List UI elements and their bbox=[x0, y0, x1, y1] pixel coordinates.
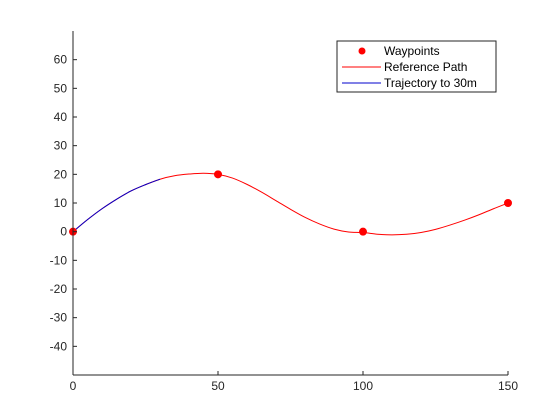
y-tick-label: 0 bbox=[60, 225, 67, 239]
series-line-trajectory-to-30m bbox=[72, 178, 161, 233]
y-tick-label: 10 bbox=[54, 196, 68, 210]
waypoint-marker bbox=[359, 227, 367, 236]
x-tick-label: 0 bbox=[70, 379, 77, 393]
legend-label-waypoints: Waypoints bbox=[384, 44, 440, 58]
y-tick-label: -20 bbox=[50, 282, 68, 296]
axes: 0 50 100 150 -40 -30 -20 -10 0 10 20 30 40 50 60 bbox=[50, 31, 518, 393]
legend: Waypoints Reference Path Trajectory to 30m bbox=[336, 40, 497, 93]
y-tick-label: 30 bbox=[54, 139, 68, 153]
y-tick-label: -10 bbox=[50, 253, 68, 267]
legend-label-reference-path: Reference Path bbox=[384, 60, 467, 74]
legend-swatch-waypoints bbox=[358, 47, 366, 55]
waypoint-marker bbox=[504, 199, 512, 207]
x-tick-label: 150 bbox=[498, 379, 518, 393]
y-tick-label: -30 bbox=[50, 311, 68, 325]
y-tick-label: 60 bbox=[54, 53, 68, 67]
y-tick-label: -40 bbox=[50, 339, 68, 353]
waypoint-marker bbox=[214, 170, 222, 179]
y-tick-label: 20 bbox=[54, 167, 68, 181]
legend-label-trajectory-to-30m: Trajectory to 30m bbox=[384, 76, 477, 90]
plot-area bbox=[69, 170, 512, 236]
x-tick-label: 100 bbox=[353, 379, 373, 393]
y-tick-label: 40 bbox=[54, 110, 68, 124]
series-line-reference-path bbox=[72, 172, 509, 236]
y-tick-label: 50 bbox=[54, 81, 68, 95]
x-tick-label: 50 bbox=[211, 379, 225, 393]
